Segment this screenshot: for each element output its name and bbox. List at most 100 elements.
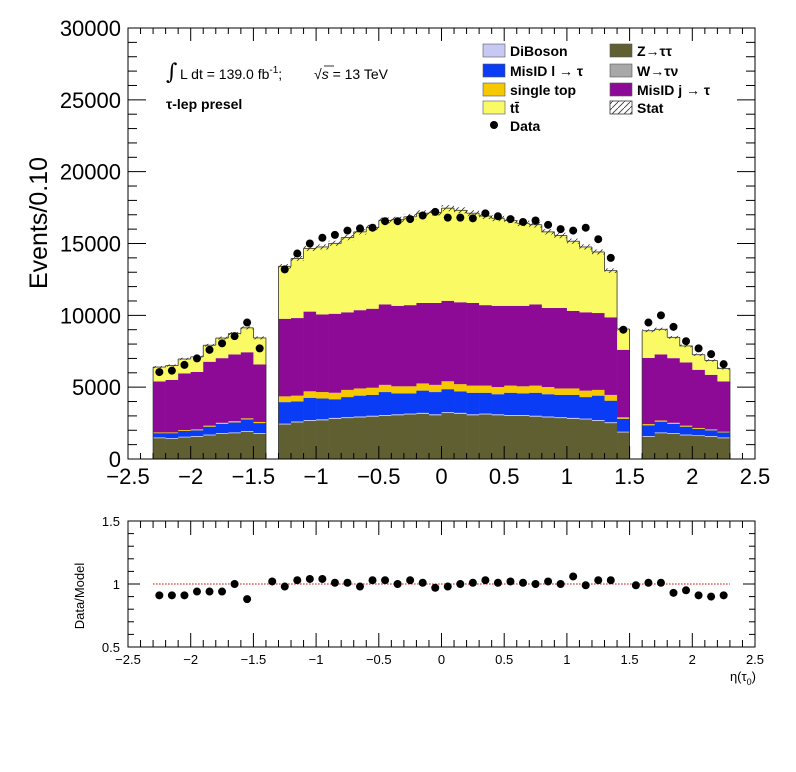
data-point bbox=[669, 322, 678, 331]
y-tick-label: 5000 bbox=[72, 375, 121, 400]
bar-ttbar bbox=[704, 360, 718, 375]
sqrt-s: s bbox=[322, 66, 329, 82]
x-tick-label: 1.5 bbox=[614, 464, 645, 489]
bar-ttbar bbox=[479, 216, 492, 306]
bar-misid_j bbox=[403, 305, 417, 387]
bar-diboson bbox=[591, 420, 605, 421]
bar-single_top bbox=[253, 421, 267, 424]
x-tick-label: 0 bbox=[435, 464, 447, 489]
legend-swatch-misid_j bbox=[609, 82, 633, 97]
bar-ztautau bbox=[316, 420, 329, 459]
bar-ttbar bbox=[353, 231, 367, 311]
luminosity-annotation: ∫ L dt = 139.0 fb-1; √s = 13 TeV bbox=[166, 60, 389, 85]
bar-diboson bbox=[654, 432, 668, 434]
bar-misid_j bbox=[692, 369, 706, 428]
bar-misid_j bbox=[303, 311, 317, 392]
bar-ztautau bbox=[391, 415, 405, 459]
bar-misid_l bbox=[291, 401, 304, 422]
bar-diboson bbox=[178, 436, 191, 438]
bar-ttbar bbox=[328, 243, 342, 314]
bar-ztautau bbox=[341, 418, 355, 459]
ratio-point bbox=[205, 587, 214, 596]
bar-misid_l bbox=[591, 395, 605, 421]
bar-diboson bbox=[316, 419, 329, 421]
bar-misid_l bbox=[153, 433, 166, 438]
bar-misid_l bbox=[604, 400, 618, 423]
bar-misid_l bbox=[554, 394, 568, 418]
bar-misid_j bbox=[566, 310, 580, 389]
bar-single_top bbox=[366, 387, 380, 395]
legend-label-ztautau: Z→ττ bbox=[637, 43, 673, 59]
bar-misid_j bbox=[178, 373, 191, 431]
bar-diboson bbox=[479, 413, 492, 415]
bar-diboson bbox=[617, 431, 630, 433]
legend-marker-data bbox=[490, 121, 498, 129]
data-point bbox=[544, 220, 553, 229]
bar-single_top bbox=[491, 387, 505, 395]
bar-misid_l bbox=[428, 392, 442, 415]
bar-misid_l bbox=[654, 421, 668, 433]
bar-misid_l bbox=[617, 418, 630, 432]
bar-diboson bbox=[579, 418, 593, 420]
bar-misid_l bbox=[203, 426, 217, 435]
bar-ztautau bbox=[253, 433, 267, 459]
bar-misid_l bbox=[190, 430, 204, 437]
ratio-point bbox=[343, 578, 352, 587]
ratio-point bbox=[155, 591, 164, 600]
bar-diboson bbox=[391, 414, 405, 416]
bar-ztautau bbox=[717, 438, 731, 459]
bar-ztautau bbox=[190, 436, 204, 459]
bar-misid_j bbox=[541, 308, 555, 388]
data-point bbox=[305, 239, 314, 248]
bar-misid_l bbox=[717, 432, 731, 438]
bar-ztautau bbox=[554, 418, 568, 459]
legend-label-misid_j: MisID j → τ bbox=[637, 82, 711, 98]
bar-single_top bbox=[203, 425, 217, 427]
ratio-x-tick-label: −1 bbox=[309, 652, 324, 667]
bar-single_top bbox=[642, 424, 655, 426]
bar-single_top bbox=[153, 432, 166, 434]
bar-diboson bbox=[454, 412, 467, 414]
bar-misid_l bbox=[366, 394, 380, 416]
bar-single_top bbox=[604, 394, 618, 401]
bar-diboson bbox=[428, 414, 442, 416]
bar-misid_j bbox=[479, 305, 492, 386]
bar-diboson bbox=[704, 436, 718, 437]
ratio-x-tick-label: 2.5 bbox=[746, 652, 764, 667]
svg-text:√s = 13 TeV: √s = 13 TeV bbox=[314, 66, 389, 82]
ratio-point bbox=[330, 578, 339, 587]
bar-ttbar bbox=[278, 266, 292, 319]
energy-label: = 13 TeV bbox=[329, 66, 389, 82]
data-point bbox=[644, 318, 653, 327]
bar-misid_j bbox=[441, 300, 455, 382]
bar-diboson bbox=[416, 412, 430, 414]
data-point bbox=[456, 213, 465, 222]
bar-ttbar bbox=[642, 330, 655, 359]
x-tick-label: −1 bbox=[304, 464, 329, 489]
bar-ttbar bbox=[228, 333, 242, 355]
bar-ztautau bbox=[203, 435, 217, 459]
data-point bbox=[205, 345, 214, 354]
bar-single_top bbox=[190, 429, 204, 431]
ratio-point bbox=[481, 576, 490, 585]
bar-single_top bbox=[316, 392, 329, 399]
bar-diboson bbox=[717, 437, 731, 439]
bar-diboson bbox=[466, 414, 480, 416]
bar-ztautau bbox=[165, 438, 179, 459]
bar-diboson bbox=[529, 415, 543, 417]
lumi-separator: ; bbox=[278, 66, 282, 82]
bar-single_top bbox=[566, 388, 580, 395]
bar-diboson bbox=[554, 417, 568, 419]
ratio-point bbox=[431, 583, 440, 592]
bar-ztautau bbox=[291, 422, 304, 459]
data-point bbox=[443, 213, 452, 222]
ratio-point bbox=[669, 588, 678, 597]
bar-misid_j bbox=[253, 364, 267, 422]
y-tick-label: 10000 bbox=[60, 303, 121, 328]
ratio-point bbox=[606, 576, 615, 585]
bar-single_top bbox=[228, 421, 242, 423]
ratio-point bbox=[443, 582, 452, 591]
bar-ztautau bbox=[604, 423, 618, 459]
data-point bbox=[682, 337, 691, 346]
bar-ttbar bbox=[291, 258, 304, 319]
